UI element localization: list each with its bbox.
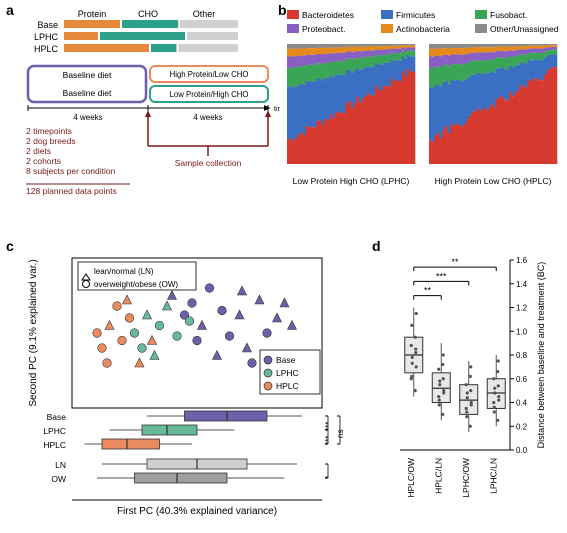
svg-text:LPHC: LPHC: [34, 32, 59, 42]
svg-text:0.4: 0.4: [516, 399, 528, 408]
svg-text:LPHC/OW: LPHC/OW: [461, 458, 471, 498]
svg-text:High Protein Low CHO (HPLC): High Protein Low CHO (HPLC): [435, 176, 552, 186]
svg-text:2 cohorts: 2 cohorts: [26, 156, 61, 166]
panel-d-label: d: [372, 238, 381, 254]
svg-text:***: ***: [324, 436, 333, 445]
svg-text:Bacteroidetes: Bacteroidetes: [302, 10, 354, 20]
svg-text:Baseline diet: Baseline diet: [63, 88, 112, 98]
svg-text:Other: Other: [193, 9, 216, 19]
svg-text:Low Protein High CHO (LPHC): Low Protein High CHO (LPHC): [293, 176, 410, 186]
svg-text:1.2: 1.2: [516, 304, 528, 313]
svg-text:2 diets: 2 diets: [26, 146, 51, 156]
svg-text:LN: LN: [55, 460, 66, 470]
svg-text:HPLC/LN: HPLC/LN: [433, 458, 443, 494]
panel-a-diagram: Protein CHO Other Base LPHC HPLC Baseline diet…: [20, 8, 280, 228]
svg-text:Sample collection: Sample collection: [175, 158, 242, 168]
svg-text:ns: ns: [336, 430, 345, 438]
svg-text:HPLC: HPLC: [276, 381, 299, 391]
svg-text:0.6: 0.6: [516, 375, 528, 384]
svg-text:**: **: [424, 286, 432, 296]
svg-text:***: ***: [436, 271, 447, 281]
svg-text:Fusobact.: Fusobact.: [490, 10, 527, 20]
svg-text:2 timepoints: 2 timepoints: [26, 126, 72, 136]
panel-b-stacked-bars: Bacteroidetes Firmicutes Fusobact. Proteoba…: [283, 8, 565, 218]
svg-text:Base: Base: [276, 355, 296, 365]
svg-text:Low Protein/High CHO: Low Protein/High CHO: [170, 90, 249, 99]
panel-a-label: a: [6, 2, 14, 18]
svg-text:time: time: [274, 106, 280, 113]
svg-text:High Protein/Low CHO: High Protein/Low CHO: [170, 70, 249, 79]
svg-text:0.0: 0.0: [516, 446, 528, 455]
panel-c-label: c: [6, 238, 14, 254]
svg-text:1.6: 1.6: [516, 256, 528, 265]
svg-text:HPLC: HPLC: [43, 440, 66, 450]
panel-c-pca: lean/normal (LN) overweight/obese (OW) Bas…: [20, 250, 360, 532]
svg-text:Actinobacteria: Actinobacteria: [396, 24, 450, 34]
panel-d-boxplot: 0.0 0.2 0.4 0.6 0.8 1.0 1.2 1.4 1.6 Distance betw…: [382, 250, 562, 532]
svg-text:Protein: Protein: [78, 9, 107, 19]
svg-text:Other/Unassigned: Other/Unassigned: [490, 24, 559, 34]
svg-text:4 weeks: 4 weeks: [193, 113, 222, 122]
svg-text:0.8: 0.8: [516, 351, 528, 360]
svg-text:CHO: CHO: [138, 9, 158, 19]
svg-text:LPHC: LPHC: [276, 368, 299, 378]
svg-text:1.4: 1.4: [516, 280, 528, 289]
svg-text:2 dog breeds: 2 dog breeds: [26, 136, 76, 146]
svg-text:OW: OW: [51, 474, 66, 484]
svg-text:Base: Base: [47, 412, 67, 422]
svg-text:**: **: [451, 257, 459, 267]
svg-text:Proteobact.: Proteobact.: [302, 24, 345, 34]
svg-text:HPLC: HPLC: [34, 44, 59, 54]
svg-text:Firmicutes: Firmicutes: [396, 10, 435, 20]
svg-text:Distance between baseline and: Distance between baseline and treatment …: [536, 262, 546, 449]
svg-text:lean/normal (LN): lean/normal (LN): [94, 267, 154, 276]
svg-text:Baseline diet: Baseline diet: [63, 70, 112, 80]
svg-text:0.2: 0.2: [516, 422, 528, 431]
svg-text:First PC (40.3% explained vari: First PC (40.3% explained variance): [117, 506, 277, 517]
svg-text:overweight/obese (OW): overweight/obese (OW): [94, 280, 178, 289]
svg-text:LPHC: LPHC: [43, 426, 66, 436]
svg-text:Base: Base: [37, 20, 58, 30]
svg-text:8 subjects per condition: 8 subjects per condition: [26, 166, 116, 176]
svg-text:128 planned data points: 128 planned data points: [26, 186, 117, 196]
svg-text:HPLC/OW: HPLC/OW: [406, 458, 416, 498]
svg-text:4 weeks: 4 weeks: [73, 113, 102, 122]
svg-text:*: *: [324, 476, 333, 479]
svg-text:Second PC (9.1% explained var.: Second PC (9.1% explained var.): [28, 259, 39, 406]
svg-text:1.0: 1.0: [516, 327, 528, 336]
svg-text:LPHC/LN: LPHC/LN: [488, 458, 498, 494]
